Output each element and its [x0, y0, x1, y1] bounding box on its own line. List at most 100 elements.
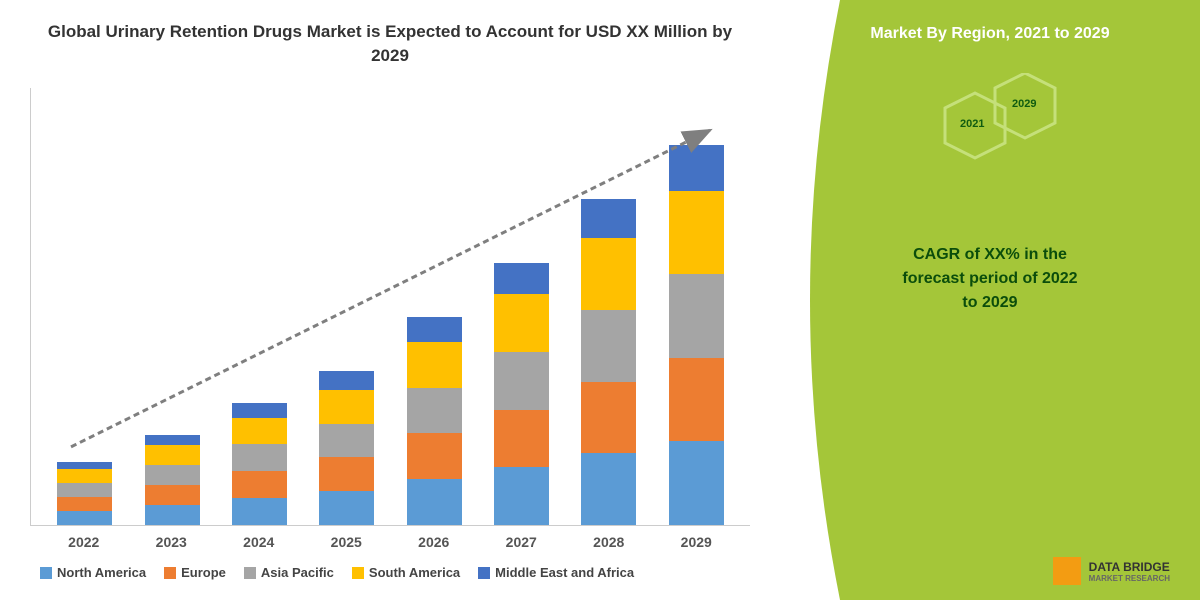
bar-segment-europe	[145, 485, 200, 505]
bar-segment-europe	[319, 457, 374, 491]
bar-segment-middle-east-and-africa	[319, 371, 374, 389]
x-axis-labels: 2022 2023 2024 2025 2026 2027 2028 2029	[30, 526, 750, 550]
hex-label-2021: 2021	[960, 118, 984, 130]
bar-segment-south-america	[494, 294, 549, 352]
bar-segment-north-america	[407, 479, 462, 525]
bar-group-2027	[492, 263, 552, 525]
bar-segment-middle-east-and-africa	[407, 317, 462, 342]
bar-group-2023	[142, 435, 202, 525]
chart-panel: Global Urinary Retention Drugs Market is…	[0, 0, 780, 600]
bar-segment-north-america	[669, 441, 724, 525]
legend-label: North America	[57, 565, 146, 580]
bar-segment-middle-east-and-africa	[145, 435, 200, 446]
logo-text-wrap: DATA BRIDGE MARKET RESEARCH	[1089, 560, 1170, 583]
bar-group-2026	[404, 317, 464, 525]
bar-segment-middle-east-and-africa	[581, 199, 636, 238]
bar-segment-europe	[669, 358, 724, 442]
x-label: 2025	[316, 534, 376, 550]
x-label: 2023	[141, 534, 201, 550]
bars-container	[30, 88, 750, 526]
right-content: Market By Region, 2021 to 2029 2021 2029…	[780, 25, 1200, 315]
bar-segment-south-america	[319, 390, 374, 424]
bar-segment-south-america	[145, 445, 200, 465]
bar-segment-middle-east-and-africa	[57, 462, 112, 470]
cagr-line-2: forecast period of 2022	[780, 267, 1200, 291]
legend-item: North America	[40, 565, 146, 580]
bar-segment-middle-east-and-africa	[494, 263, 549, 294]
trend-arrow	[31, 88, 750, 525]
brand-logo: DATA BRIDGE MARKET RESEARCH	[1053, 557, 1170, 585]
x-label: 2027	[491, 534, 551, 550]
chart-area: 2022 2023 2024 2025 2026 2027 2028 2029	[30, 88, 750, 550]
bar-stack	[319, 371, 374, 525]
bar-stack	[145, 435, 200, 525]
legend-item: Asia Pacific	[244, 565, 334, 580]
bar-group-2028	[579, 199, 639, 525]
x-label: 2028	[579, 534, 639, 550]
bar-segment-europe	[494, 410, 549, 468]
bar-group-2024	[229, 403, 289, 525]
cagr-line-3: to 2029	[780, 291, 1200, 315]
bar-group-2029	[666, 145, 726, 525]
bar-segment-asia-pacific	[494, 352, 549, 410]
bar-segment-europe	[232, 471, 287, 498]
hexagon-graphic: 2021 2029	[900, 73, 1080, 213]
cagr-text: CAGR of XX% in the forecast period of 20…	[780, 243, 1200, 315]
bar-segment-north-america	[319, 491, 374, 525]
logo-icon	[1053, 557, 1081, 585]
bar-group-2022	[55, 462, 115, 525]
bar-segment-asia-pacific	[145, 465, 200, 485]
chart-title: Global Urinary Retention Drugs Market is…	[30, 20, 750, 68]
bar-segment-europe	[407, 433, 462, 479]
right-title: Market By Region, 2021 to 2029	[780, 25, 1200, 43]
x-label: 2024	[229, 534, 289, 550]
bar-segment-asia-pacific	[669, 274, 724, 358]
legend-item: South America	[352, 565, 460, 580]
bar-segment-north-america	[57, 511, 112, 525]
bar-segment-asia-pacific	[581, 310, 636, 382]
legend-label: Asia Pacific	[261, 565, 334, 580]
x-label: 2022	[54, 534, 114, 550]
legend-item: Europe	[164, 565, 226, 580]
bar-stack	[669, 145, 724, 525]
legend-swatch	[164, 567, 176, 579]
bar-segment-middle-east-and-africa	[669, 145, 724, 191]
bar-segment-south-america	[669, 191, 724, 275]
hexagons-svg	[900, 73, 1080, 213]
legend-item: Middle East and Africa	[478, 565, 634, 580]
bar-segment-middle-east-and-africa	[232, 403, 287, 418]
bar-group-2025	[317, 371, 377, 525]
bar-segment-south-america	[407, 342, 462, 388]
chart-legend: North America Europe Asia Pacific South Ame…	[30, 565, 750, 580]
bar-segment-north-america	[145, 505, 200, 525]
legend-swatch	[352, 567, 364, 579]
bar-segment-south-america	[581, 238, 636, 310]
x-label: 2029	[666, 534, 726, 550]
bar-segment-europe	[57, 497, 112, 511]
bar-segment-north-america	[232, 498, 287, 525]
legend-label: Middle East and Africa	[495, 565, 634, 580]
bar-stack	[57, 462, 112, 525]
bar-segment-south-america	[232, 418, 287, 445]
legend-label: Europe	[181, 565, 226, 580]
bar-stack	[407, 317, 462, 525]
cagr-line-1: CAGR of XX% in the	[780, 243, 1200, 267]
hex-label-2029: 2029	[1012, 98, 1036, 110]
bar-segment-asia-pacific	[232, 444, 287, 471]
bar-stack	[494, 263, 549, 525]
bar-segment-asia-pacific	[57, 483, 112, 497]
legend-label: South America	[369, 565, 460, 580]
bar-stack	[581, 199, 636, 525]
legend-swatch	[478, 567, 490, 579]
x-label: 2026	[404, 534, 464, 550]
bar-segment-north-america	[581, 453, 636, 525]
bar-segment-asia-pacific	[319, 424, 374, 458]
bar-segment-asia-pacific	[407, 388, 462, 434]
bar-segment-south-america	[57, 469, 112, 483]
logo-subtext: MARKET RESEARCH	[1089, 574, 1170, 583]
right-panel: Market By Region, 2021 to 2029 2021 2029…	[780, 0, 1200, 600]
legend-swatch	[244, 567, 256, 579]
bar-segment-north-america	[494, 467, 549, 525]
bar-stack	[232, 403, 287, 525]
bar-segment-europe	[581, 382, 636, 454]
